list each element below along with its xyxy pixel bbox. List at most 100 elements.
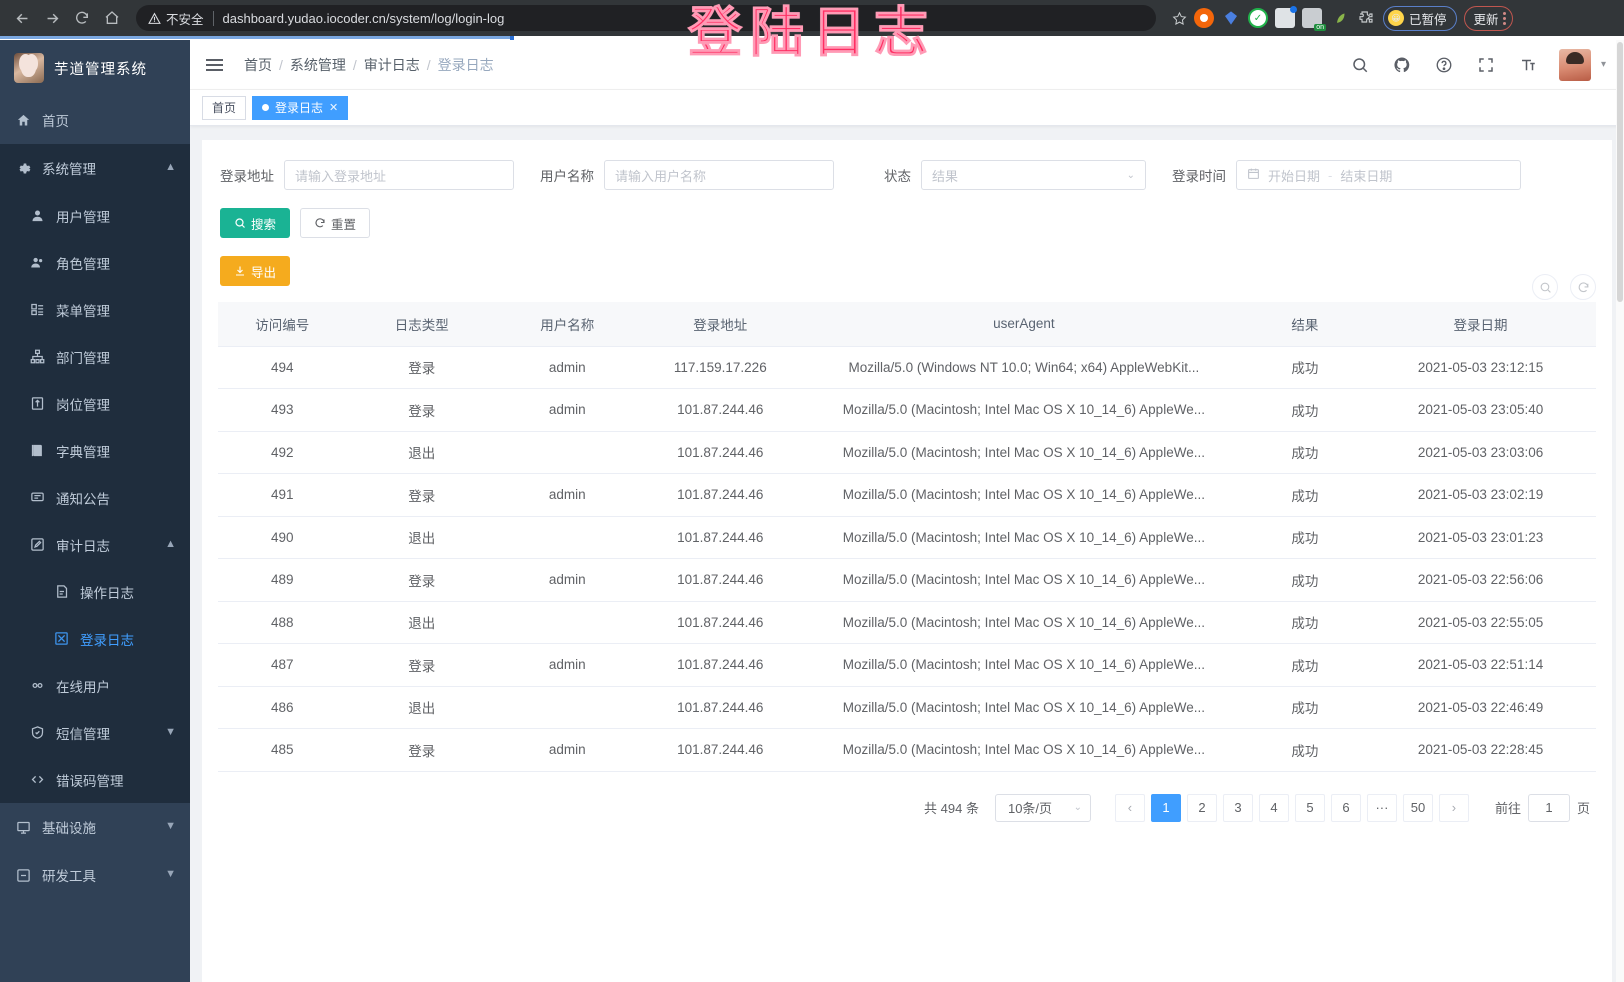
tag-home[interactable]: 首页 bbox=[202, 95, 247, 120]
pagination-ellipsis[interactable]: ··· bbox=[1366, 793, 1397, 822]
sidebar-item-operation-log[interactable]: 操作日志 bbox=[0, 568, 190, 615]
search-icon[interactable] bbox=[1349, 54, 1371, 76]
extension-puzzle-icon[interactable] bbox=[1356, 8, 1376, 28]
login-address-input[interactable]: 请输入登录地址 bbox=[284, 160, 514, 190]
search-toggle-icon[interactable] bbox=[1532, 274, 1558, 300]
sidebar-item-login-log[interactable]: 登录日志 bbox=[0, 615, 190, 662]
online-user-icon bbox=[28, 678, 46, 693]
column-header-log-type[interactable]: 日志类型 bbox=[346, 302, 497, 347]
table-row[interactable]: 491 登录 admin 101.87.244.46 Mozilla/5.0 (… bbox=[218, 473, 1596, 517]
pagination-page-4[interactable]: 4 bbox=[1258, 793, 1289, 822]
refresh-icon bbox=[315, 218, 325, 228]
paused-extension-pill[interactable]: 😀 已暂停 bbox=[1383, 5, 1457, 31]
table-row[interactable]: 488 退出 101.87.244.46 Mozilla/5.0 (Macint… bbox=[218, 601, 1596, 644]
breadcrumb-item-audit[interactable]: 审计日志 bbox=[363, 56, 420, 73]
table-row[interactable]: 494 登录 admin 117.159.17.226 Mozilla/5.0 … bbox=[218, 346, 1596, 389]
column-header-login-ip[interactable]: 登录地址 bbox=[637, 302, 804, 347]
tag-login-log[interactable]: 登录日志 ✕ bbox=[252, 95, 349, 120]
table-row[interactable]: 489 登录 admin 101.87.244.46 Mozilla/5.0 (… bbox=[218, 558, 1596, 602]
reload-icon[interactable] bbox=[68, 4, 96, 32]
chrome-menu-icon[interactable] bbox=[1502, 11, 1506, 25]
fullscreen-icon[interactable] bbox=[1475, 54, 1497, 76]
update-button[interactable]: 更新 bbox=[1463, 5, 1513, 31]
pagination-page-50[interactable]: 50 bbox=[1402, 793, 1433, 822]
github-icon[interactable] bbox=[1391, 54, 1413, 76]
pagination-page-3[interactable]: 3 bbox=[1222, 793, 1253, 822]
cell-user-agent: Mozilla/5.0 (Windows NT 10.0; Win64; x64… bbox=[803, 346, 1245, 389]
column-header-access-id[interactable]: 访问编号 bbox=[218, 302, 347, 347]
sidebar-item-dictionary-management[interactable]: 字典管理 bbox=[0, 427, 190, 474]
sidebar-item-home[interactable]: 首页 bbox=[0, 96, 190, 144]
breadcrumb-item-system[interactable]: 系统管理 bbox=[289, 56, 346, 73]
column-header-result[interactable]: 结果 bbox=[1244, 302, 1366, 347]
table-row[interactable]: 490 退出 101.87.244.46 Mozilla/5.0 (Macint… bbox=[218, 516, 1596, 559]
table-row[interactable]: 493 登录 admin 101.87.244.46 Mozilla/5.0 (… bbox=[218, 388, 1596, 432]
avatar[interactable] bbox=[1558, 48, 1591, 81]
chevron-down-icon[interactable]: ▾ bbox=[1600, 59, 1606, 70]
table-row[interactable]: 492 退出 101.87.244.46 Mozilla/5.0 (Macint… bbox=[218, 431, 1596, 474]
refresh-table-icon[interactable] bbox=[1570, 274, 1596, 300]
extension-blue-badge-icon[interactable] bbox=[1275, 6, 1297, 28]
extension-green-circle-icon[interactable]: ✓ bbox=[1248, 8, 1268, 28]
extension-orange-icon[interactable] bbox=[1194, 8, 1214, 28]
font-size-icon[interactable] bbox=[1517, 54, 1539, 76]
sidebar-item-error-code-management[interactable]: 错误码管理 bbox=[0, 756, 190, 803]
forward-icon[interactable] bbox=[38, 4, 66, 32]
extension-diamond-icon[interactable] bbox=[1221, 8, 1241, 28]
site-security-status[interactable]: 不安全 bbox=[148, 9, 204, 28]
help-circle-icon[interactable] bbox=[1433, 54, 1455, 76]
sidebar-item-audit-log[interactable]: 审计日志 ▲ bbox=[0, 521, 190, 568]
search-button[interactable]: 搜索 bbox=[220, 208, 291, 238]
org-tree-icon bbox=[28, 349, 46, 364]
sidebar-item-system-management[interactable]: 系统管理 ▲ bbox=[0, 144, 190, 192]
sidebar-item-department-management[interactable]: 部门管理 bbox=[0, 333, 190, 380]
sidebar-item-sms-management[interactable]: 短信管理 ▼ bbox=[0, 709, 190, 756]
reset-button[interactable]: 重置 bbox=[300, 208, 371, 238]
scrollbar-thumb[interactable] bbox=[1617, 42, 1623, 302]
column-header-user-agent[interactable]: userAgent bbox=[803, 302, 1245, 347]
page-scrollbar[interactable] bbox=[1616, 40, 1624, 982]
table-row[interactable]: 487 登录 admin 101.87.244.46 Mozilla/5.0 (… bbox=[218, 643, 1596, 687]
sidebar-item-notice[interactable]: 通知公告 bbox=[0, 474, 190, 521]
sidebar-item-menu-management[interactable]: 菜单管理 bbox=[0, 286, 190, 333]
sidebar-item-role-management[interactable]: 角色管理 bbox=[0, 239, 190, 286]
sidebar-item-online-users[interactable]: 在线用户 bbox=[0, 662, 190, 709]
close-icon[interactable]: ✕ bbox=[329, 102, 339, 114]
pagination-prev-button[interactable]: ‹ bbox=[1114, 793, 1145, 822]
table-row[interactable]: 486 退出 101.87.244.46 Mozilla/5.0 (Macint… bbox=[218, 686, 1596, 729]
breadcrumb-item-home[interactable]: 首页 bbox=[244, 56, 272, 73]
home-icon[interactable] bbox=[98, 4, 126, 32]
browser-toolbar: 不安全 dashboard.yudao.iocoder.cn/system/lo… bbox=[0, 0, 1624, 36]
extension-on-badge-icon[interactable]: on bbox=[1302, 8, 1326, 31]
pagination-page-1[interactable]: 1 bbox=[1150, 793, 1181, 822]
extension-leaf-icon[interactable] bbox=[1329, 8, 1349, 28]
cell-login-ip: 101.87.244.46 bbox=[637, 473, 804, 517]
page-size-select[interactable]: 10条/页 ⌄ bbox=[994, 793, 1091, 822]
cell-login-date: 2021-05-03 23:05:40 bbox=[1365, 388, 1596, 432]
sidebar-item-infrastructure[interactable]: 基础设施 ▼ bbox=[0, 803, 190, 851]
column-header-user-name[interactable]: 用户名称 bbox=[496, 302, 638, 347]
address-bar[interactable]: 不安全 dashboard.yudao.iocoder.cn/system/lo… bbox=[136, 5, 1156, 31]
pagination-page-6[interactable]: 6 bbox=[1330, 793, 1361, 822]
sidebar-item-label: 字典管理 bbox=[56, 444, 110, 460]
sidebar-brand[interactable]: 芋道管理系统 bbox=[0, 40, 190, 96]
back-icon[interactable] bbox=[8, 4, 36, 32]
pagination-page-2[interactable]: 2 bbox=[1186, 793, 1217, 822]
filter-label: 用户名称 bbox=[540, 169, 594, 184]
bookmark-star-icon[interactable] bbox=[1166, 5, 1192, 31]
sidebar-toggle-icon[interactable] bbox=[202, 51, 230, 79]
status-select[interactable]: 结果 ⌄ bbox=[921, 160, 1146, 190]
table-row[interactable]: 485 登录 admin 101.87.244.46 Mozilla/5.0 (… bbox=[218, 728, 1596, 772]
sidebar-item-label: 短信管理 bbox=[56, 726, 110, 742]
export-button[interactable]: 导出 bbox=[220, 256, 291, 286]
sidebar-item-user-management[interactable]: 用户管理 bbox=[0, 192, 190, 239]
sidebar-item-post-management[interactable]: 岗位管理 bbox=[0, 380, 190, 427]
jump-page-input[interactable]: 1 bbox=[1527, 793, 1570, 822]
column-header-login-date[interactable]: 登录日期 bbox=[1365, 302, 1596, 347]
pagination-next-button[interactable]: › bbox=[1438, 793, 1469, 822]
sidebar-item-dev-tools[interactable]: 研发工具 ▼ bbox=[0, 851, 190, 899]
cell-access-id: 488 bbox=[218, 601, 347, 644]
user-name-input[interactable]: 请输入用户名称 bbox=[604, 160, 834, 190]
pagination-page-5[interactable]: 5 bbox=[1294, 793, 1325, 822]
login-time-daterange[interactable]: 开始日期 - 结束日期 bbox=[1236, 160, 1521, 190]
